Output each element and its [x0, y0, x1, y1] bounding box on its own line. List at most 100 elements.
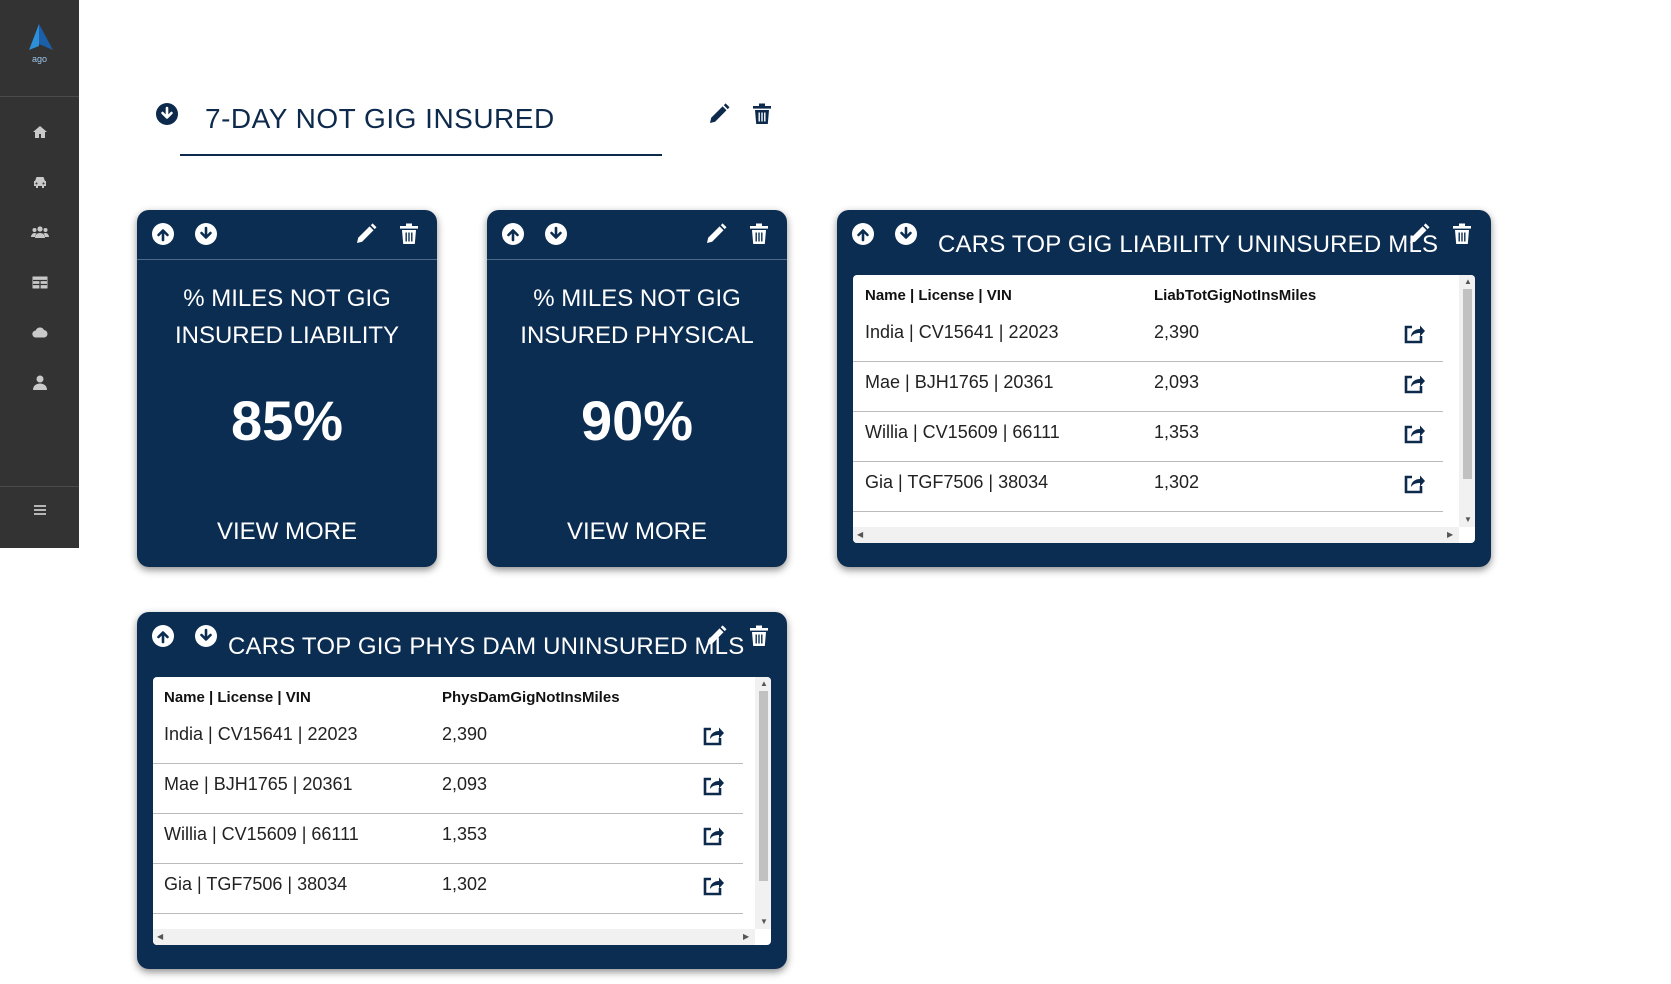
move-down-button[interactable] — [192, 622, 220, 650]
horizontal-scrollbar[interactable]: ◀ ▶ — [153, 929, 755, 945]
column-header-value[interactable]: PhysDamGigNotInsMiles — [442, 689, 620, 706]
table-card-physdam: CARS TOP GIG PHYS DAM UNINSURED MLS Name… — [137, 612, 787, 969]
arrow-circle-up-icon — [851, 222, 875, 246]
pencil-icon — [1407, 222, 1431, 246]
delete-card-button[interactable] — [395, 220, 423, 248]
vertical-scrollbar[interactable]: ▲ ▼ — [1459, 275, 1475, 527]
table-title: CARS TOP GIG LIABILITY UNINSURED MLS — [938, 231, 1439, 258]
pencil-icon — [707, 102, 731, 126]
arrow-circle-down-icon — [194, 624, 218, 648]
edit-title-button[interactable] — [705, 100, 733, 128]
scroll-up-arrow[interactable]: ▲ — [760, 679, 768, 688]
move-down-button[interactable] — [542, 220, 570, 248]
edit-card-button[interactable] — [352, 220, 380, 248]
cell-name: Mae | BJH1765 | 20361 — [164, 774, 353, 794]
move-up-button[interactable] — [849, 220, 877, 248]
move-down-button[interactable] — [192, 220, 220, 248]
arrow-circle-down-icon — [894, 222, 918, 246]
table-row[interactable]: Gia | TGF7506 | 38034 1,302 — [153, 864, 743, 914]
cell-value: 2,093 — [1154, 372, 1200, 392]
vertical-scrollbar[interactable]: ▲ ▼ — [755, 677, 771, 929]
open-detail-button[interactable] — [1402, 322, 1426, 346]
scroll-right-arrow[interactable]: ▶ — [1447, 530, 1454, 539]
pencil-icon — [354, 222, 378, 246]
open-detail-button[interactable] — [701, 724, 725, 748]
open-detail-button[interactable] — [1402, 422, 1426, 446]
table-row[interactable]: India | CV15641 | 22023 2,390 — [853, 312, 1443, 362]
sidebar: ago — [0, 0, 79, 548]
table-row[interactable]: Willia | CV15609 | 66111 1,353 — [153, 814, 743, 864]
scroll-right-arrow[interactable]: ▶ — [743, 932, 750, 941]
app-logo[interactable]: ago — [0, 0, 79, 97]
table-row[interactable]: India | CV15641 | 22023 2,390 — [153, 714, 743, 764]
metric-value: 85% — [230, 389, 344, 452]
open-detail-button[interactable] — [701, 874, 725, 898]
cell-value: 1,353 — [1154, 422, 1200, 442]
arrow-circle-down-icon — [544, 222, 568, 246]
table-row[interactable]: Gia | TGF7506 | 38034 1,302 — [853, 462, 1443, 512]
car-icon — [33, 177, 46, 188]
table-row[interactable]: Willia | CV15609 | 66111 1,353 — [853, 412, 1443, 462]
share-square-icon — [1402, 422, 1426, 446]
scroll-left-arrow[interactable]: ◀ — [157, 932, 164, 941]
view-more-link[interactable]: VIEW MORE — [216, 518, 357, 545]
horizontal-scrollbar[interactable]: ◀ ▶ — [853, 527, 1459, 543]
scroll-down-arrow[interactable]: ▼ — [1464, 515, 1472, 524]
card-divider — [137, 259, 437, 260]
scroll-down-arrow[interactable]: ▼ — [760, 917, 768, 926]
page-title[interactable]: 7-DAY NOT GIG INSURED — [205, 103, 555, 134]
metric-title-line1: % MILES NOT GIG — [533, 285, 741, 312]
column-header-name[interactable]: Name | License | VIN — [865, 287, 1012, 304]
move-up-button[interactable] — [149, 220, 177, 248]
move-down-button[interactable] — [892, 220, 920, 248]
view-more-link[interactable]: VIEW MORE — [566, 518, 707, 545]
sidebar-menu-toggle[interactable] — [0, 490, 79, 530]
cell-value: 2,093 — [442, 774, 488, 794]
column-header-name[interactable]: Name | License | VIN — [164, 689, 311, 706]
sidebar-item-table[interactable] — [0, 262, 79, 302]
card-divider — [487, 259, 787, 260]
users-icon — [30, 226, 49, 238]
cell-value: 2,390 — [442, 724, 488, 744]
scroll-thumb[interactable] — [1463, 289, 1472, 479]
sidebar-item-user[interactable] — [0, 362, 79, 402]
cell-name: India | CV15641 | 22023 — [164, 724, 358, 744]
delete-card-button[interactable] — [745, 622, 773, 650]
sidebar-item-users[interactable] — [0, 212, 79, 252]
metric-card-physical: % MILES NOT GIG INSURED PHYSICAL 90% VIE… — [487, 210, 787, 567]
share-square-icon — [701, 824, 725, 848]
open-detail-button[interactable] — [701, 774, 725, 798]
table-row[interactable]: Mae | BJH1765 | 20361 2,093 — [153, 764, 743, 814]
delete-card-button[interactable] — [1448, 220, 1476, 248]
cell-name: Willia | CV15609 | 66111 — [865, 422, 1060, 442]
collapse-down-button[interactable] — [153, 100, 181, 128]
cell-name: Gia | TGF7506 | 38034 — [865, 472, 1049, 492]
page-title-underline — [180, 154, 662, 156]
delete-card-button[interactable] — [745, 220, 773, 248]
sidebar-item-cloud[interactable] — [0, 312, 79, 352]
sidebar-item-home[interactable] — [0, 112, 79, 152]
table-row[interactable]: Mae | BJH1765 | 20361 2,093 — [853, 362, 1443, 412]
move-up-button[interactable] — [499, 220, 527, 248]
open-detail-button[interactable] — [701, 824, 725, 848]
delete-section-button[interactable] — [748, 100, 776, 128]
table-title: CARS TOP GIG PHYS DAM UNINSURED MLS — [228, 633, 745, 660]
share-square-icon — [1402, 322, 1426, 346]
logo-mark-icon — [29, 24, 53, 50]
scroll-up-arrow[interactable]: ▲ — [1464, 277, 1472, 286]
column-header-value[interactable]: LiabTotGigNotInsMiles — [1154, 287, 1317, 304]
edit-card-button[interactable] — [1405, 220, 1433, 248]
pencil-icon — [704, 624, 728, 648]
scroll-thumb[interactable] — [759, 691, 768, 881]
edit-card-button[interactable] — [702, 622, 730, 650]
sidebar-item-cars[interactable] — [0, 162, 79, 202]
open-detail-button[interactable] — [1402, 472, 1426, 496]
edit-card-button[interactable] — [702, 220, 730, 248]
cell-value: 1,353 — [442, 824, 488, 844]
scroll-left-arrow[interactable]: ◀ — [857, 530, 864, 539]
move-up-button[interactable] — [149, 622, 177, 650]
metric-value: 90% — [580, 389, 694, 452]
arrow-circle-up-icon — [151, 624, 175, 648]
cloud-icon — [31, 326, 47, 338]
open-detail-button[interactable] — [1402, 372, 1426, 396]
